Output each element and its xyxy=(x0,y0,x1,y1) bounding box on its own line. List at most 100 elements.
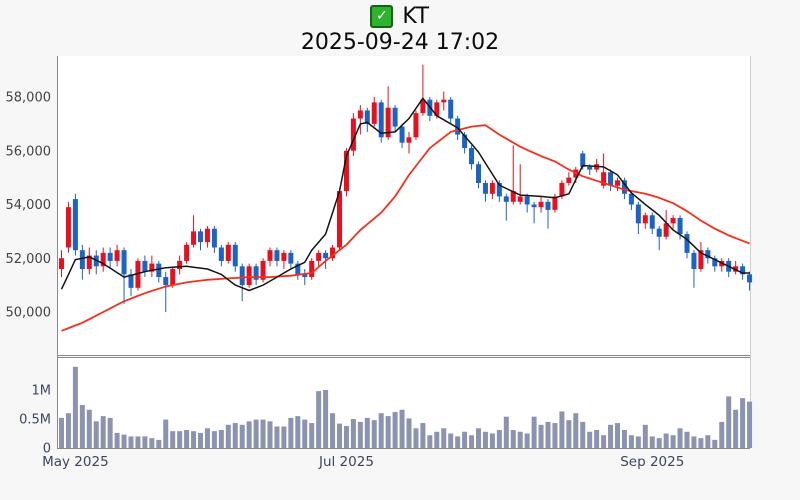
stock-title: KT xyxy=(402,3,430,29)
volume-bar xyxy=(747,401,753,448)
volume-bar xyxy=(545,421,551,448)
price-axis-label: 52,000 xyxy=(6,252,52,267)
down-candle xyxy=(462,134,468,149)
volume-bar xyxy=(406,418,412,448)
up-candle xyxy=(489,183,495,194)
up-candle xyxy=(59,258,64,269)
up-candle xyxy=(309,260,315,278)
down-candle xyxy=(712,258,718,267)
down-candle xyxy=(482,183,488,194)
down-candle xyxy=(198,231,203,243)
down-candle xyxy=(121,250,127,275)
volume-bar xyxy=(621,430,627,448)
volume-bar xyxy=(302,419,308,448)
up-candle xyxy=(413,113,419,138)
volume-bar xyxy=(239,424,245,448)
up-candle xyxy=(149,263,155,272)
down-candle xyxy=(295,263,301,275)
volume-bar xyxy=(135,436,141,448)
down-candle xyxy=(399,126,405,143)
up-candle xyxy=(441,99,447,103)
down-candle xyxy=(392,107,398,127)
volume-bar xyxy=(538,424,544,448)
volume-bar xyxy=(232,423,238,448)
volume-bar xyxy=(65,413,71,448)
down-candle xyxy=(448,99,454,119)
volume-bar xyxy=(128,436,134,448)
down-candle xyxy=(608,172,614,186)
down-candle xyxy=(128,274,134,288)
volume-bar xyxy=(343,425,349,448)
down-candle xyxy=(274,250,280,261)
down-candle xyxy=(232,244,238,267)
volume-bar xyxy=(163,419,169,448)
volume-bar xyxy=(191,431,197,448)
volume-bar xyxy=(608,424,614,448)
volume-bar xyxy=(663,433,669,448)
down-candle xyxy=(364,110,370,124)
volume-bar xyxy=(204,428,210,448)
volume-axis-label: 0 xyxy=(43,442,51,457)
down-candle xyxy=(587,166,593,170)
up-candle xyxy=(350,118,356,151)
volume-bar xyxy=(601,435,607,448)
down-candle xyxy=(684,234,690,253)
volume-bar xyxy=(594,430,600,448)
up-candle xyxy=(510,191,516,202)
volume-bar xyxy=(524,433,530,448)
up-candle xyxy=(538,201,544,208)
volume-bar xyxy=(476,428,481,448)
ma-fast-line xyxy=(60,97,750,292)
volume-bar xyxy=(573,413,579,448)
down-candle xyxy=(211,228,217,248)
price-panel xyxy=(57,56,750,355)
volume-bar xyxy=(434,431,440,448)
volume-bar xyxy=(288,417,294,448)
up-candle xyxy=(420,99,426,114)
down-candle xyxy=(302,274,308,278)
volume-bar xyxy=(670,435,676,448)
volume-bar xyxy=(740,398,746,448)
volume-bar xyxy=(733,409,739,448)
volume-bar xyxy=(628,435,634,448)
down-candle xyxy=(378,102,384,138)
volume-bar xyxy=(441,428,447,448)
volume-bar xyxy=(413,428,419,448)
volume-bar xyxy=(489,433,495,448)
up-candle xyxy=(357,110,363,119)
up-candle xyxy=(337,191,342,248)
volume-bar xyxy=(114,432,120,448)
up-candle xyxy=(100,252,106,267)
volume-bar xyxy=(517,431,523,448)
volume-bar xyxy=(107,417,113,448)
up-candle xyxy=(559,183,565,197)
volume-bar xyxy=(635,436,641,448)
up-candle xyxy=(65,207,71,248)
down-candle xyxy=(72,199,78,251)
volume-bar xyxy=(684,431,690,448)
price-axis-label: 56,000 xyxy=(6,144,52,159)
down-candle xyxy=(524,196,530,205)
volume-bar xyxy=(337,423,342,448)
volume-bar xyxy=(503,416,509,448)
volume-bar xyxy=(100,416,106,448)
volume-bar xyxy=(482,431,488,448)
down-candle xyxy=(740,266,746,275)
up-candle xyxy=(434,102,440,116)
up-candle xyxy=(406,137,412,143)
volume-bar xyxy=(357,421,363,448)
down-candle xyxy=(288,252,294,264)
volume-bar xyxy=(156,439,162,448)
up-candle xyxy=(114,250,120,261)
down-candle xyxy=(476,164,481,183)
up-candle xyxy=(330,247,336,259)
volume-bar xyxy=(385,416,391,448)
x-axis-label: Sep 2025 xyxy=(620,454,684,470)
volume-bar xyxy=(177,431,183,448)
volume-bar xyxy=(642,424,648,448)
volume-bar xyxy=(649,436,655,448)
volume-bar xyxy=(350,419,356,448)
volume-bar xyxy=(79,405,85,448)
up-candle xyxy=(316,252,322,261)
